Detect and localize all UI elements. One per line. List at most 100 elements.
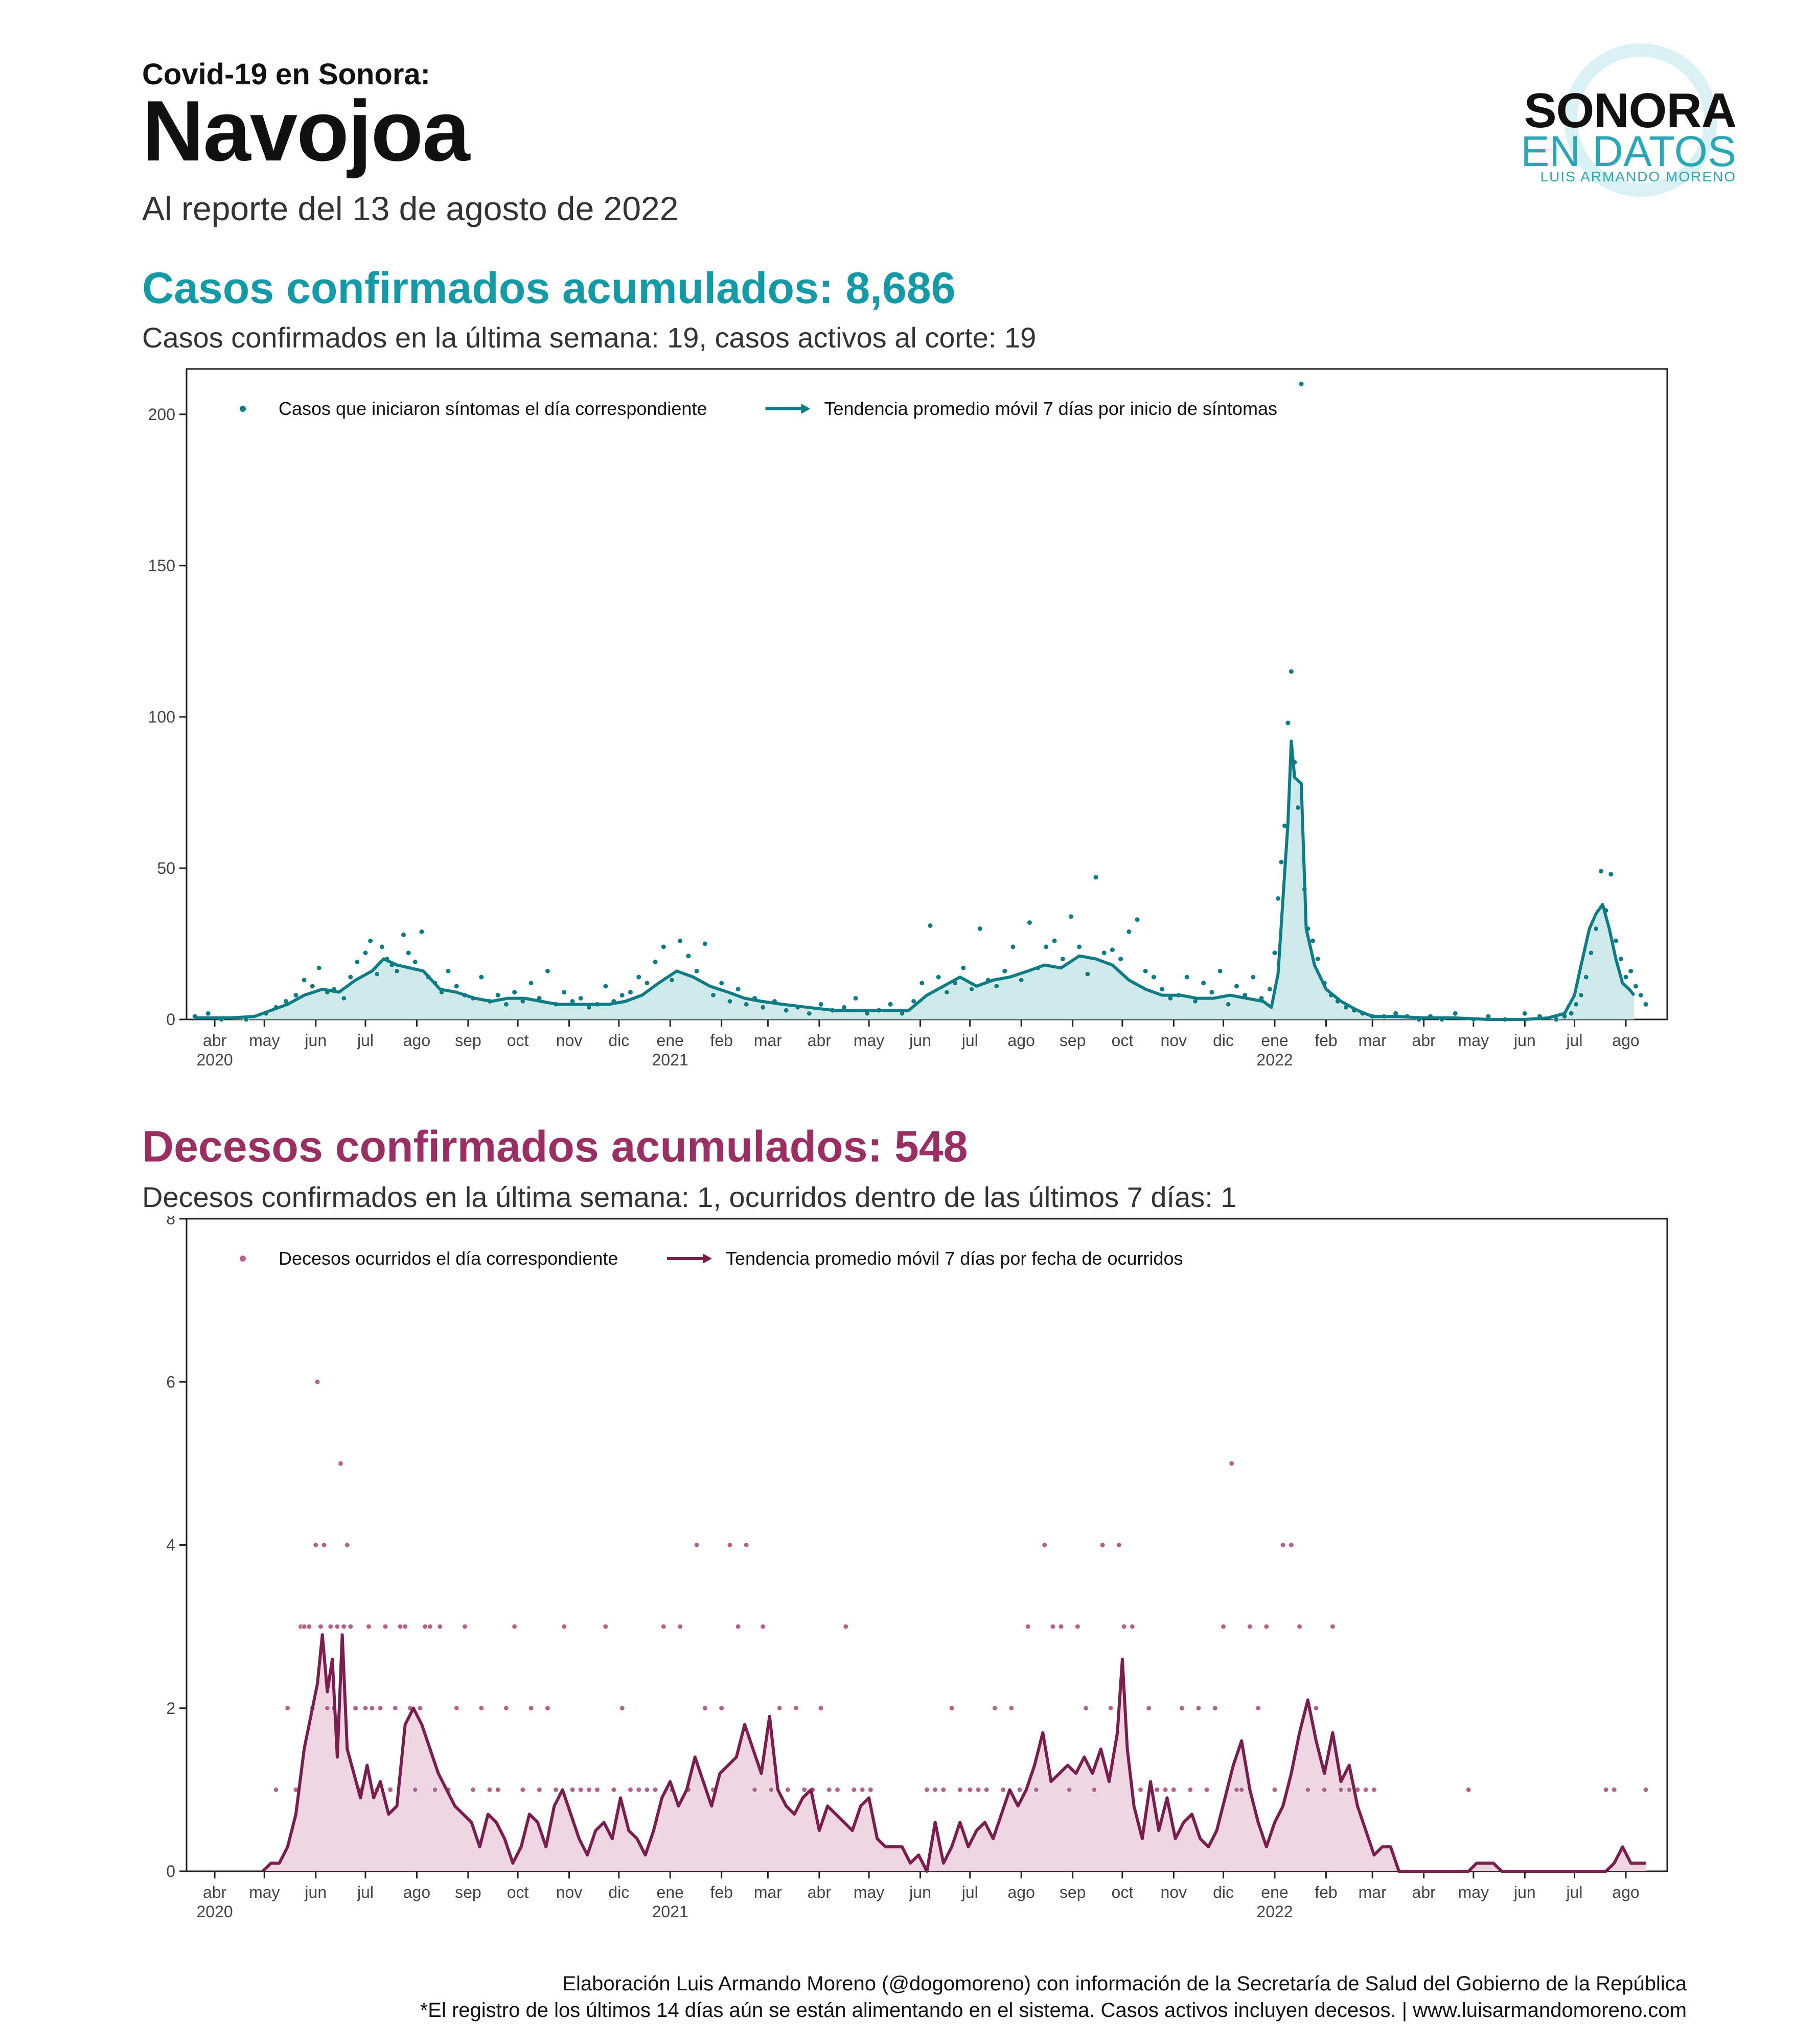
x-year-label: 2021: [652, 1051, 688, 1069]
data-point: [1134, 917, 1140, 923]
logo-word: EN DATOS: [1521, 127, 1736, 175]
data-point: [586, 1786, 592, 1793]
x-tick-label: mar: [1359, 1883, 1387, 1901]
data-point: [940, 1786, 947, 1793]
data-point: [992, 1705, 998, 1711]
data-point: [1603, 1786, 1609, 1793]
data-point: [1099, 1542, 1106, 1548]
data-point: [321, 1542, 327, 1548]
deaths-title: Decesos confirmados acumulados: 548: [142, 1122, 968, 1171]
data-point: [1272, 1786, 1278, 1793]
data-point: [652, 959, 658, 965]
data-point: [949, 1705, 955, 1711]
x-tick-label: sep: [455, 1031, 481, 1050]
data-point: [1593, 925, 1599, 932]
footer-note: *El registro de los últimos 14 días aún …: [420, 1999, 1687, 2022]
data-point: [743, 1001, 749, 1007]
data-point: [1522, 1010, 1528, 1016]
data-point: [677, 1623, 683, 1630]
data-point: [273, 1786, 279, 1793]
x-tick-label: mar: [754, 1031, 782, 1050]
x-tick-label: dic: [608, 1031, 629, 1050]
data-point: [394, 968, 400, 974]
data-point: [1033, 1786, 1039, 1793]
data-point: [495, 992, 501, 998]
data-point: [818, 1001, 824, 1007]
legend-label: Casos que iniciaron síntomas el día corr…: [279, 398, 707, 419]
data-point: [1060, 956, 1066, 962]
data-point: [727, 998, 733, 1004]
data-point: [1573, 1001, 1579, 1007]
data-point: [719, 980, 725, 986]
data-point: [314, 1379, 320, 1385]
data-point: [1623, 974, 1629, 980]
data-point: [1346, 1786, 1352, 1793]
data-point: [1083, 1705, 1089, 1711]
data-point: [382, 1623, 388, 1630]
data-point: [1142, 968, 1148, 974]
data-point: [710, 992, 716, 998]
data-point: [983, 1786, 990, 1793]
data-point: [677, 938, 683, 944]
data-point: [1288, 668, 1294, 675]
data-point: [1126, 928, 1132, 935]
data-point: [374, 971, 380, 977]
data-point: [1578, 992, 1584, 998]
data-point: [801, 1786, 808, 1793]
data-point: [387, 1786, 394, 1793]
data-point: [835, 1786, 840, 1793]
data-point: [1638, 992, 1644, 998]
x-tick-label: ago: [1008, 1031, 1035, 1050]
data-point: [853, 995, 859, 1002]
cases-subtitle: Casos confirmados en la última semana: 1…: [142, 321, 1037, 354]
x-tick-label: feb: [710, 1031, 732, 1050]
data-point: [969, 986, 975, 992]
x-tick-label: dic: [1213, 1031, 1234, 1050]
data-point: [702, 941, 708, 947]
legend-arrow-icon: [703, 1253, 712, 1264]
x-tick-label: jun: [1513, 1031, 1536, 1050]
data-point: [306, 1623, 312, 1630]
x-tick-label: dic: [608, 1883, 629, 1901]
x-tick-label: jun: [1513, 1883, 1536, 1901]
data-point: [1184, 974, 1190, 980]
x-tick-label: ago: [1612, 1883, 1639, 1901]
data-point: [806, 1010, 812, 1016]
data-point: [1121, 1623, 1127, 1630]
data-point: [495, 1786, 501, 1793]
x-year-label: 2022: [1256, 1902, 1293, 1921]
data-point: [453, 983, 459, 989]
data-point: [1108, 1705, 1114, 1711]
data-point: [1010, 944, 1016, 950]
data-point: [1050, 1623, 1056, 1630]
data-point: [1217, 968, 1223, 974]
data-point: [427, 1623, 433, 1630]
data-point: [735, 986, 741, 992]
data-point: [293, 992, 299, 998]
x-tick-label: ago: [1612, 1031, 1639, 1050]
data-point: [1267, 986, 1273, 992]
data-point: [843, 1623, 849, 1630]
x-tick-label: ago: [403, 1883, 430, 1901]
data-point: [353, 1705, 358, 1711]
y-tick-label: 50: [157, 859, 175, 877]
data-point: [309, 983, 315, 989]
x-tick-label: abr: [808, 1031, 832, 1050]
data-point: [694, 968, 700, 974]
data-point: [205, 1010, 211, 1016]
data-point: [1109, 947, 1115, 953]
y-tick-label: 100: [148, 708, 175, 726]
data-point: [1008, 1705, 1015, 1711]
data-point: [316, 965, 322, 971]
data-point: [594, 1786, 601, 1793]
data-point: [1263, 1623, 1270, 1630]
data-point: [1051, 938, 1057, 944]
data-point: [1229, 1460, 1235, 1467]
data-point: [1179, 1705, 1185, 1711]
data-point: [417, 1705, 423, 1711]
data-point: [776, 1705, 783, 1711]
data-point: [1255, 1705, 1261, 1711]
data-point: [652, 1786, 658, 1793]
data-point: [752, 1786, 757, 1793]
x-tick-label: oct: [1112, 1883, 1134, 1901]
